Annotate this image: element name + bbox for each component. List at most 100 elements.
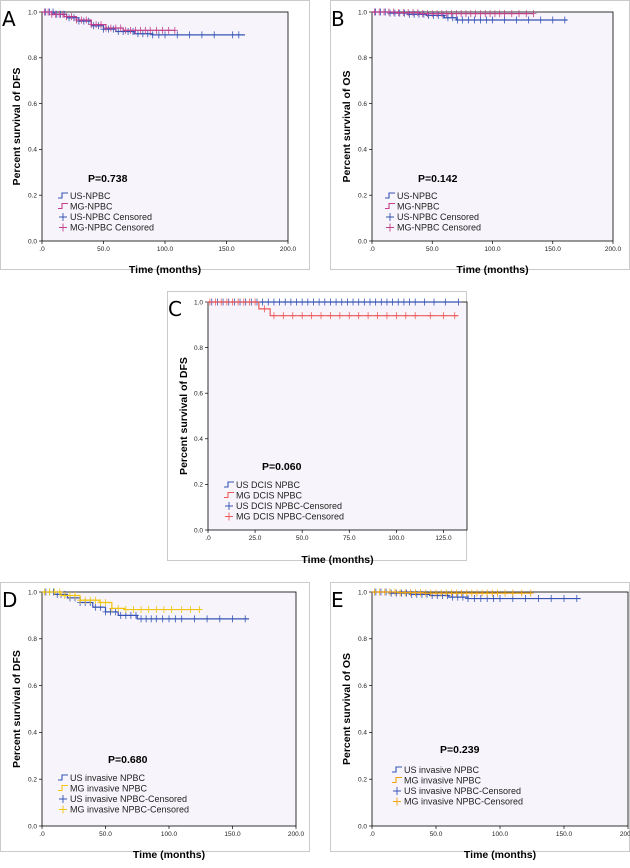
censor-mark (402, 312, 409, 320)
censor-mark (144, 30, 151, 38)
x-tick-label: .0 (39, 831, 45, 838)
censor-mark (235, 298, 242, 306)
censor-mark (299, 312, 306, 320)
x-tick-label: 150.0 (218, 246, 235, 253)
censor-mark (280, 312, 287, 320)
censor-mark (270, 298, 277, 306)
censor-mark (282, 298, 289, 306)
legend-line-swatch (392, 766, 402, 773)
legend-censor-swatch (59, 223, 67, 232)
y-tick-label: 0.0 (194, 527, 203, 534)
plot-area (41, 11, 289, 242)
censor-mark (87, 596, 94, 604)
y-tick-label: 0.8 (358, 55, 367, 62)
y-tick-label: 0.8 (28, 55, 37, 62)
censor-mark (153, 26, 160, 34)
legend-label: US invasive NPBC-Censored (70, 794, 187, 804)
legend-censor-swatch (225, 512, 233, 521)
censor-mark (530, 10, 537, 18)
legend-line-swatch (58, 202, 68, 210)
legend-line-swatch (385, 192, 395, 199)
x-tick-label: 200.0 (280, 246, 297, 253)
plot-area (41, 591, 297, 827)
censor-mark (56, 588, 63, 596)
censor-mark (424, 590, 431, 598)
censor-mark (66, 592, 73, 600)
x-axis-label: Time (months) (464, 849, 536, 861)
censor-mark (112, 608, 119, 616)
censor-mark (355, 312, 362, 320)
y-tick-label: 1.0 (358, 9, 367, 16)
censor-mark (321, 298, 328, 306)
y-tick-label: 0.2 (358, 777, 367, 784)
x-axis-label: Time (months) (456, 264, 528, 276)
censor-mark (338, 298, 345, 306)
legend-label: US invasive NPBC-Censored (404, 786, 521, 796)
x-tick-label: .0 (369, 246, 375, 253)
censor-mark (412, 312, 419, 320)
censor-mark (433, 589, 439, 597)
censor-mark (102, 608, 109, 616)
panel-letter: B (331, 7, 345, 31)
censor-mark (242, 615, 249, 623)
censor-mark (130, 27, 137, 35)
censor-mark (308, 312, 315, 320)
censor-mark (310, 298, 317, 306)
series-mg (371, 8, 537, 18)
x-tick-label: 50.0 (426, 246, 439, 253)
censor-mark (440, 312, 447, 320)
censor-mark (160, 606, 167, 614)
censor-mark (46, 588, 53, 596)
x-tick-label: 50.0 (430, 831, 443, 838)
x-tick-label: 50.0 (296, 535, 309, 542)
censor-mark (449, 14, 456, 22)
censor-mark (477, 595, 484, 603)
censor-mark (501, 10, 508, 18)
legend-label: MG-NPBC (70, 202, 113, 212)
censor-mark (513, 16, 520, 24)
censor-mark (110, 25, 117, 33)
censor-mark (115, 604, 122, 612)
y-axis-label: Percent survival of DFS (11, 650, 23, 768)
censor-mark (240, 298, 247, 306)
censor-mark (458, 589, 465, 597)
censor-mark (155, 31, 162, 39)
censor-mark (449, 593, 456, 601)
censor-mark (270, 312, 277, 320)
legend-label: MG-NPBC (397, 202, 440, 212)
censor-mark (376, 588, 383, 596)
censor-mark (525, 16, 532, 24)
censor-mark (390, 8, 397, 16)
x-tick-label: 100.0 (484, 246, 501, 253)
censor-mark (502, 589, 509, 597)
series-mg (41, 588, 203, 614)
legend-label: MG invasive NPBC-Censored (70, 805, 189, 815)
y-tick-label: 0.4 (194, 436, 203, 443)
censor-mark (289, 312, 296, 320)
legend-censor-swatch (393, 787, 401, 795)
censor-mark (371, 588, 378, 596)
censor-mark (187, 606, 194, 614)
censor-mark (130, 606, 137, 614)
x-axis-label: Time (months) (133, 849, 205, 861)
x-tick-label: .0 (369, 831, 375, 838)
x-tick-label: 200.0 (605, 246, 622, 253)
censor-mark (465, 595, 471, 603)
y-tick-label: 1.0 (28, 589, 37, 596)
censor-mark (83, 16, 90, 24)
legend-line-swatch (58, 192, 68, 199)
legend-censor-swatch (386, 213, 394, 221)
censor-mark (166, 615, 172, 623)
censor-mark (77, 596, 84, 604)
x-axis-label: Time (months) (301, 554, 373, 566)
x-tick-label: 25.0 (249, 535, 262, 542)
censor-mark (276, 298, 283, 306)
censor-mark (59, 10, 66, 18)
censor-mark (518, 589, 525, 597)
censor-mark (463, 589, 470, 597)
censor-mark (346, 312, 353, 320)
y-tick-label: 0.0 (28, 238, 37, 245)
